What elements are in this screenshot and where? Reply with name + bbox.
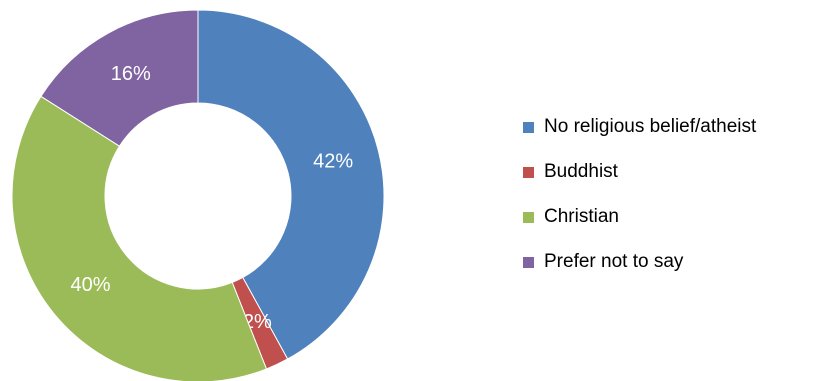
legend-label-christian: Christian [544,206,619,227]
legend-label-prefer-not-to-say: Prefer not to say [544,251,684,272]
legend-item-buddhist: Buddhist [523,160,828,184]
legend-swatch-prefer-not-to-say [523,256,534,268]
legend-swatch-no-religious-belief [523,121,534,133]
legend-item-christian: Christian [523,205,828,229]
legend-label-buddhist: Buddhist [544,161,618,182]
legend-label-no-religious-belief: No religious belief/atheist [544,116,757,137]
donut-plot: 42%2%40%16% [11,9,385,381]
data-label-no-religious-belief: 42% [313,150,353,172]
legend-item-prefer-not-to-say: Prefer not to say [523,250,828,274]
legend-swatch-buddhist [523,166,534,178]
legend: No religious belief/atheist Buddhist Chr… [523,115,828,295]
data-label-prefer-not-to-say: 16% [111,63,151,85]
legend-swatch-christian [523,211,534,223]
slice-christian [11,95,268,381]
slice-prefer-not-to-say [40,9,199,147]
legend-item-no-religious-belief: No religious belief/atheist [523,115,828,139]
data-label-christian: 40% [70,274,110,296]
slice-no-religious-belief [197,9,385,360]
